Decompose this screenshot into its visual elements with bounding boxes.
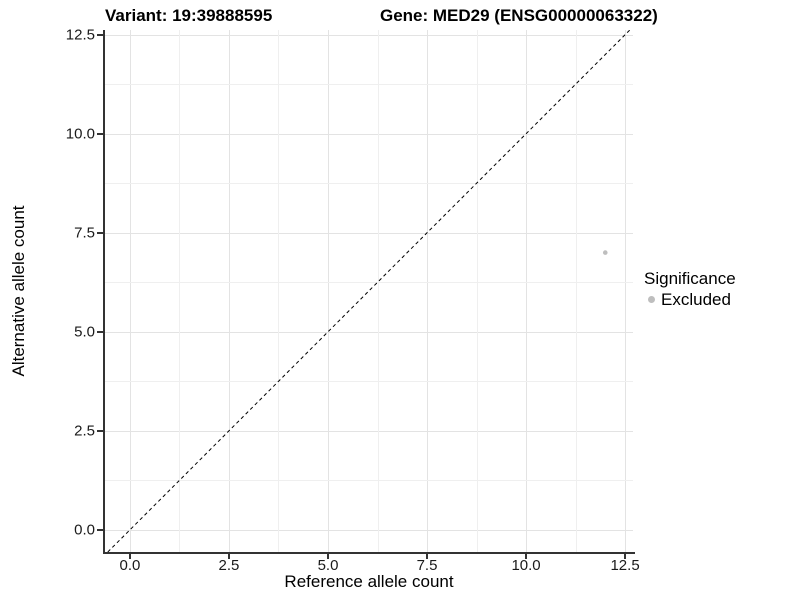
minor-gridline-horizontal <box>105 282 633 284</box>
y-axis-tick <box>97 132 103 135</box>
major-gridline-vertical <box>427 30 429 552</box>
x-tick-label: 12.5 <box>610 557 640 574</box>
x-tick-label: 10.0 <box>511 557 541 574</box>
major-gridline-horizontal <box>105 430 633 432</box>
minor-gridline-horizontal <box>105 84 633 86</box>
major-gridline-horizontal <box>105 331 633 333</box>
legend-title: Significance <box>644 269 736 288</box>
x-tick-label: 0.0 <box>119 557 141 574</box>
plot-title-variant: Variant: 19:39888595 <box>105 6 273 25</box>
major-gridline-horizontal <box>105 34 633 36</box>
x-axis-line <box>103 552 635 554</box>
minor-gridline-vertical <box>377 30 379 552</box>
legend-item: Excluded <box>644 289 736 310</box>
major-gridline-vertical <box>129 30 131 552</box>
x-axis-tick <box>525 554 528 559</box>
x-axis-tick <box>227 554 230 559</box>
x-axis-tick <box>426 554 429 559</box>
plot-title-gene: Gene: MED29 (ENSG00000063322) <box>380 6 658 25</box>
minor-gridline-vertical <box>278 30 280 552</box>
minor-gridline-horizontal <box>105 381 633 383</box>
legend: Significance Excluded <box>644 268 736 310</box>
major-gridline-horizontal <box>105 529 633 531</box>
y-axis-tick <box>97 231 103 234</box>
minor-gridline-horizontal <box>105 183 633 185</box>
minor-gridline-vertical <box>476 30 478 552</box>
major-gridline-horizontal <box>105 232 633 234</box>
legend-item-label: Excluded <box>661 289 731 309</box>
minor-gridline-vertical <box>575 30 577 552</box>
minor-gridline-horizontal <box>105 480 633 482</box>
y-axis-label: Alternative allele count <box>9 205 28 377</box>
x-axis-tick <box>327 554 329 559</box>
minor-gridline-vertical <box>179 30 181 552</box>
y-tick-label: 12.5 <box>65 26 95 44</box>
plot-panel <box>105 30 633 552</box>
plot-draw-layer <box>107 30 631 552</box>
major-gridline-vertical <box>228 30 230 552</box>
x-tick-label: 5.0 <box>317 557 339 574</box>
major-gridline-vertical <box>526 30 528 552</box>
x-axis-tick <box>624 554 627 559</box>
data-point <box>602 250 608 255</box>
major-gridline-vertical <box>328 30 329 552</box>
y-tick-label: 10.0 <box>65 125 95 143</box>
y-tick-label: 5.0 <box>74 323 95 341</box>
y-axis-tick <box>97 528 103 531</box>
x-axis-label: Reference allele count <box>284 572 454 591</box>
y-axis-tick <box>97 429 103 432</box>
major-gridline-vertical <box>625 30 627 552</box>
y-tick-label: 7.5 <box>74 224 95 242</box>
y-tick-label: 0.0 <box>74 521 95 539</box>
legend-key-dot-icon <box>648 296 655 303</box>
y-axis-line <box>103 30 105 554</box>
y-axis-tick <box>97 33 103 36</box>
y-axis-tick <box>97 330 103 333</box>
identity-dashed-line <box>107 30 631 552</box>
x-tick-label: 2.5 <box>218 557 240 574</box>
x-axis-tick <box>128 554 131 559</box>
y-tick-label: 2.5 <box>74 422 95 440</box>
major-gridline-horizontal <box>105 133 633 135</box>
x-tick-label: 7.5 <box>416 557 438 574</box>
